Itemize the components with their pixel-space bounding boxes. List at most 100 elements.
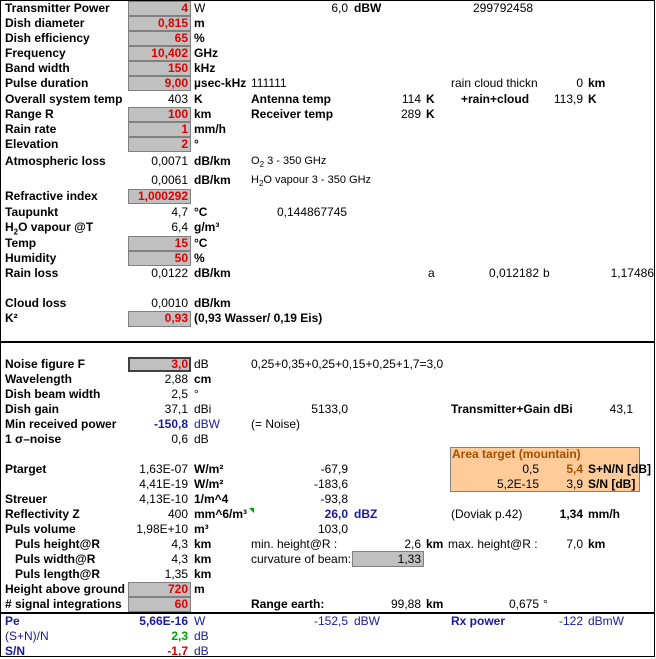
unit-snn: dB bbox=[194, 629, 209, 643]
comment-marker-icon[interactable] bbox=[249, 508, 254, 513]
value-taupunkt-aux: 0,144867745 bbox=[277, 205, 348, 219]
input-cell-signal-integrations[interactable] bbox=[128, 597, 191, 612]
label-sn: S/N bbox=[5, 644, 26, 658]
input-cell-dish-diameter[interactable] bbox=[128, 16, 191, 31]
unit-reflectivity-dbz: dBZ bbox=[354, 507, 378, 521]
unit-taupunkt: °C bbox=[194, 205, 208, 219]
value-bandwidth: 150 bbox=[167, 61, 188, 75]
label-max-height: max. height@R : bbox=[448, 537, 538, 551]
label-dish-efficiency: Dish efficiency bbox=[5, 31, 90, 45]
value-dish-efficiency: 65 bbox=[174, 31, 188, 45]
input-cell-pulse-duration[interactable] bbox=[128, 76, 191, 91]
unit-max-height: km bbox=[588, 537, 606, 551]
input-cell-height-ground[interactable] bbox=[128, 582, 191, 597]
value-reflectivity-dbz: 26,0 bbox=[324, 507, 348, 521]
unit-h2o-vapour: g/m³ bbox=[194, 220, 220, 234]
label-pe: Pe bbox=[5, 614, 20, 628]
label-coef-a: a bbox=[428, 266, 435, 280]
unit-cloud-loss: dB/km bbox=[194, 296, 231, 310]
label-atmospheric-loss: Atmospheric loss bbox=[5, 154, 106, 168]
unit-pe: W bbox=[194, 614, 206, 628]
value-pe-dbw: -152,5 bbox=[313, 614, 348, 628]
input-cell-noise-figure[interactable] bbox=[128, 357, 191, 372]
unit-puls-length: km bbox=[194, 567, 212, 581]
value-atmospheric-loss-h2o: 0,0061 bbox=[151, 173, 188, 187]
input-cell-frequency[interactable] bbox=[128, 46, 191, 61]
label-ptarget: Ptarget bbox=[5, 462, 47, 476]
note-h2o-band: H2O vapour 3 - 350 GHz bbox=[251, 173, 371, 188]
label-streuer: Streuer bbox=[5, 492, 48, 506]
input-cell-bandwidth[interactable] bbox=[128, 61, 191, 76]
unit-sn: dB bbox=[194, 644, 209, 658]
value-sigma-noise: 0,6 bbox=[171, 432, 188, 446]
section-divider bbox=[1, 341, 655, 343]
input-cell-humidity[interactable] bbox=[128, 251, 191, 266]
label-rx-power: Rx power bbox=[451, 614, 506, 628]
unit-reflectivity: mm^6/m³ bbox=[194, 507, 248, 521]
value-streuer: 4,13E-10 bbox=[139, 492, 188, 506]
unit-humidity: % bbox=[194, 251, 205, 265]
value-ptarget: 1,63E-07 bbox=[139, 462, 188, 476]
unit-temp: °C bbox=[194, 236, 208, 250]
curvature-of-beam-cell[interactable] bbox=[352, 551, 424, 567]
value-k2: 0,93 bbox=[164, 311, 188, 325]
value-rain-rate: 1 bbox=[181, 122, 188, 136]
unit-range: km bbox=[194, 107, 212, 121]
label-wavelength: Wavelength bbox=[5, 372, 72, 386]
value-pulse-factor: 111111 bbox=[251, 76, 287, 90]
label-bandwidth: Band width bbox=[5, 61, 70, 75]
label-cloud-loss: Cloud loss bbox=[5, 296, 67, 310]
value-receiver-temp: 289 bbox=[400, 107, 421, 121]
label-h2o-pre: H bbox=[5, 220, 14, 234]
value-beam-width: 2,5 bbox=[171, 387, 188, 401]
value-max-height: 7,0 bbox=[566, 537, 583, 551]
value-dish-gain: 37,1 bbox=[164, 402, 188, 416]
label-puls-volume: Puls volume bbox=[5, 522, 76, 536]
unit-rain-rate: mm/h bbox=[194, 122, 227, 136]
label-puls-width: Puls width@R bbox=[15, 552, 96, 566]
input-cell-tx-power[interactable] bbox=[128, 1, 191, 16]
value-refractive-index: 1,000292 bbox=[137, 189, 188, 203]
unit-pe-dbw: dBW bbox=[354, 614, 381, 628]
note-min-received-power: (= Noise) bbox=[251, 417, 301, 431]
value-rx-power: -122 bbox=[558, 614, 583, 628]
value-ptarget2-db: -183,6 bbox=[313, 477, 348, 491]
label-h2o-post: O vapour @T bbox=[18, 220, 94, 234]
unit-atmospheric-loss-o2: dB/km bbox=[194, 154, 231, 168]
input-cell-temp[interactable] bbox=[128, 236, 191, 251]
label-signal-integrations: # signal integrations bbox=[5, 597, 122, 611]
unit-rx-power: dBmW bbox=[588, 614, 624, 628]
input-cell-range[interactable] bbox=[128, 107, 191, 122]
unit-rain-loss: dB/km bbox=[194, 266, 231, 280]
unit-puls-width: km bbox=[194, 552, 212, 566]
label-receiver-temp: Receiver temp bbox=[251, 107, 334, 121]
value-puls-volume-db: 103,0 bbox=[317, 522, 348, 536]
unit-frequency: GHz bbox=[194, 46, 218, 60]
label-transmitter-gain: Transmitter+Gain dBi bbox=[451, 402, 573, 416]
value-frequency: 10,402 bbox=[151, 46, 188, 60]
input-cell-refractive-index[interactable] bbox=[128, 189, 191, 204]
label-dish-gain: Dish gain bbox=[5, 402, 60, 416]
input-cell-k2[interactable] bbox=[128, 311, 191, 327]
unit-pulse-duration: µsec-kHz bbox=[194, 76, 247, 90]
unit-streuer: 1/m^4 bbox=[194, 492, 229, 506]
value-puls-width: 4,3 bbox=[171, 552, 188, 566]
speed-of-light: 299792458 bbox=[473, 1, 534, 15]
input-cell-rain-rate[interactable] bbox=[128, 122, 191, 137]
label-rain-loss: Rain loss bbox=[5, 266, 59, 280]
unit-noise-figure: dB bbox=[194, 357, 209, 371]
value-noise-figure: 3,0 bbox=[171, 357, 188, 371]
label-rain-cloud: +rain+cloud bbox=[461, 92, 530, 106]
value-dish-diameter: 0,815 bbox=[157, 16, 188, 30]
label-pulse-duration: Pulse duration bbox=[5, 76, 89, 90]
area-target-r1-db: 5,4 bbox=[566, 462, 583, 476]
value-rain-rate-radar: 1,34 bbox=[559, 507, 583, 521]
value-dish-gain-linear: 5133,0 bbox=[311, 402, 348, 416]
value-pe: 5,66E-16 bbox=[139, 614, 188, 628]
label-rain-cloud-thickness: rain cloud thickn bbox=[451, 76, 538, 90]
input-cell-dish-efficiency[interactable] bbox=[128, 31, 191, 46]
input-cell-elevation[interactable] bbox=[128, 137, 191, 152]
value-snn: 2,3 bbox=[171, 629, 188, 643]
unit-wavelength: cm bbox=[194, 372, 212, 386]
